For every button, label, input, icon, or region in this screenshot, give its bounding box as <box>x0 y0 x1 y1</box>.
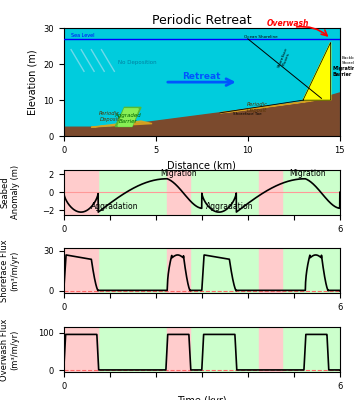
Text: Aggraded
Barrier: Aggraded Barrier <box>115 113 142 124</box>
Bar <box>167 327 190 372</box>
Text: Aggradation: Aggradation <box>206 202 253 210</box>
Text: Overwash: Overwash <box>267 19 309 28</box>
Y-axis label: Overwash Flux
(m³/m/yr): Overwash Flux (m³/m/yr) <box>0 318 19 381</box>
Bar <box>259 248 282 294</box>
Text: Shoreface
Fluxes: Shoreface Fluxes <box>276 47 293 70</box>
Text: Periodic
Deposit: Periodic Deposit <box>246 102 268 113</box>
Polygon shape <box>64 93 340 136</box>
Polygon shape <box>91 121 152 127</box>
Text: Periodic
Deposit: Periodic Deposit <box>99 111 120 122</box>
Bar <box>259 327 282 372</box>
X-axis label: Time (kyr): Time (kyr) <box>177 396 227 400</box>
Text: Backbarrier
Shoreline: Backbarrier Shoreline <box>342 56 354 65</box>
Text: Migrating
Barrier: Migrating Barrier <box>332 66 354 77</box>
Polygon shape <box>220 98 321 113</box>
Text: Retreat: Retreat <box>183 72 221 81</box>
Text: Ocean Shoreline: Ocean Shoreline <box>244 35 278 39</box>
X-axis label: Distance (km): Distance (km) <box>167 160 236 170</box>
Bar <box>64 327 98 372</box>
Text: No Deposition: No Deposition <box>118 60 157 65</box>
Bar <box>190 170 259 215</box>
Bar <box>190 248 259 294</box>
Title: Periodic Retreat: Periodic Retreat <box>152 14 252 27</box>
Bar <box>167 248 190 294</box>
Bar <box>259 170 282 215</box>
Bar <box>64 248 98 294</box>
Bar <box>282 170 340 215</box>
Y-axis label: Elevation (m): Elevation (m) <box>28 49 38 115</box>
Text: Aggradation: Aggradation <box>91 202 138 210</box>
Bar <box>98 248 167 294</box>
Bar <box>190 327 259 372</box>
Text: Migration: Migration <box>289 169 326 178</box>
Y-axis label: Shoreface Flux
(m³/m/yr): Shoreface Flux (m³/m/yr) <box>0 240 19 302</box>
Bar <box>282 327 340 372</box>
Text: Shoreface Toe: Shoreface Toe <box>233 112 262 116</box>
Bar <box>98 327 167 372</box>
Polygon shape <box>118 109 138 126</box>
Bar <box>167 170 190 215</box>
Polygon shape <box>115 107 141 126</box>
Text: Migration: Migration <box>160 169 197 178</box>
Polygon shape <box>303 42 331 100</box>
Text: Sea Level: Sea Level <box>71 33 95 38</box>
Bar <box>282 248 340 294</box>
Y-axis label: Seabed
Anomaly (m): Seabed Anomaly (m) <box>0 165 19 219</box>
Bar <box>98 170 167 215</box>
Bar <box>64 170 98 215</box>
